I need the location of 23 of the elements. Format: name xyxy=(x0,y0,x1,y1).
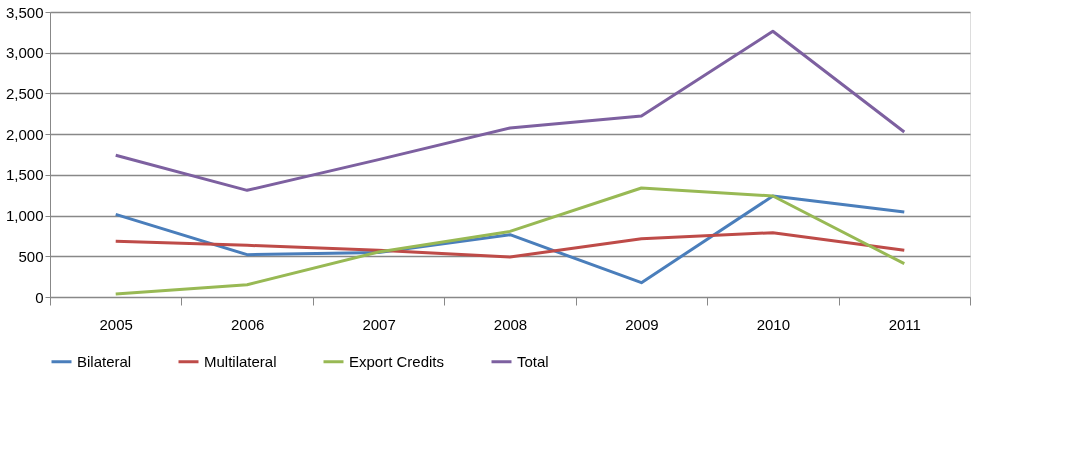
y-tick-label: 3,500 xyxy=(5,3,44,21)
y-tick-label: 1,000 xyxy=(5,207,44,225)
x-tick-label: 2007 xyxy=(362,315,396,333)
line-series xyxy=(114,29,906,192)
y-tick-label: 2,500 xyxy=(5,84,44,102)
legend-label: Export Credits xyxy=(349,352,445,370)
y-tick-label: 0 xyxy=(35,288,44,306)
y-tick-label: 2,000 xyxy=(5,125,44,143)
line-series xyxy=(114,194,906,285)
y-tick-label: 500 xyxy=(18,247,44,265)
x-tick-label: 2011 xyxy=(888,315,921,333)
legend-label: Bilateral xyxy=(77,352,132,370)
x-tick-label: 2008 xyxy=(493,315,528,333)
x-tick-label: 2010 xyxy=(756,315,791,333)
legend-label: Multilateral xyxy=(204,352,277,370)
y-tick-label: 1,500 xyxy=(5,166,44,184)
line-series xyxy=(114,186,906,296)
line-series xyxy=(114,231,906,259)
x-tick-label: 2006 xyxy=(230,315,265,333)
y-tick-label: 3,000 xyxy=(5,44,44,62)
legend-label: Total xyxy=(517,352,549,370)
x-tick-label: 2009 xyxy=(625,315,659,333)
x-tick-label: 2005 xyxy=(99,315,133,333)
